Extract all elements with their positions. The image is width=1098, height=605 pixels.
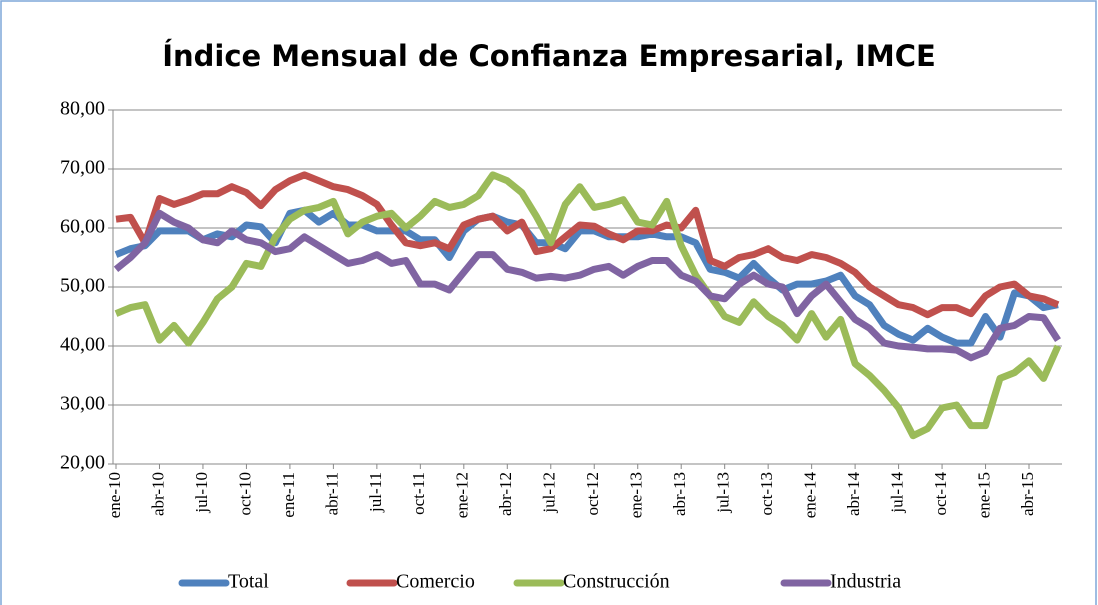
x-tick-label: abr-12 [496, 472, 515, 516]
line-series [113, 209, 1061, 362]
x-tick-label: ene-12 [453, 472, 472, 518]
x-tick-label: oct-13 [757, 472, 776, 515]
y-tick-label: 60,00 [60, 216, 105, 238]
legend-label: Comercio [396, 571, 475, 593]
y-tick-label: 80,00 [60, 98, 105, 120]
x-tick-label: ene-13 [627, 472, 646, 518]
x-tick-label: ene-14 [801, 472, 820, 519]
x-tick-label: abr-13 [670, 472, 689, 516]
x-tick-label: jul-12 [540, 472, 559, 514]
x-tick-label: ene-10 [105, 472, 124, 518]
x-tick-label: jul-10 [192, 472, 211, 514]
line-series [115, 171, 1060, 319]
line-series [114, 171, 1062, 440]
x-tick-label: abr-10 [148, 472, 167, 516]
x-tick-label: oct-11 [409, 472, 428, 515]
x-tick-label: ene-11 [279, 472, 298, 518]
y-tick-label: 40,00 [60, 334, 105, 356]
x-tick-label: abr-15 [1018, 472, 1037, 516]
chart-title: Índice Mensual de Confianza Empresarial,… [162, 39, 936, 73]
legend-label: Construcción [563, 571, 670, 593]
x-tick-label: jul-13 [714, 472, 733, 514]
y-tick-label: 20,00 [60, 452, 105, 474]
x-tick-label: jul-11 [366, 472, 385, 513]
y-tick-label: 70,00 [60, 157, 105, 179]
legend-label: Industria [830, 571, 901, 593]
line-series [114, 206, 1059, 347]
x-tick-label: abr-11 [322, 472, 341, 515]
x-tick-label: oct-10 [235, 472, 254, 515]
y-tick-label: 50,00 [60, 275, 105, 297]
y-tick-label: 30,00 [60, 393, 105, 415]
x-tick-label: oct-12 [583, 472, 602, 515]
x-tick-label: oct-14 [931, 472, 950, 516]
x-tick-label: ene-15 [974, 472, 993, 518]
x-tick-label: jul-14 [887, 472, 906, 514]
legend-label: Total [228, 571, 269, 593]
x-tick-label: abr-14 [844, 472, 863, 517]
